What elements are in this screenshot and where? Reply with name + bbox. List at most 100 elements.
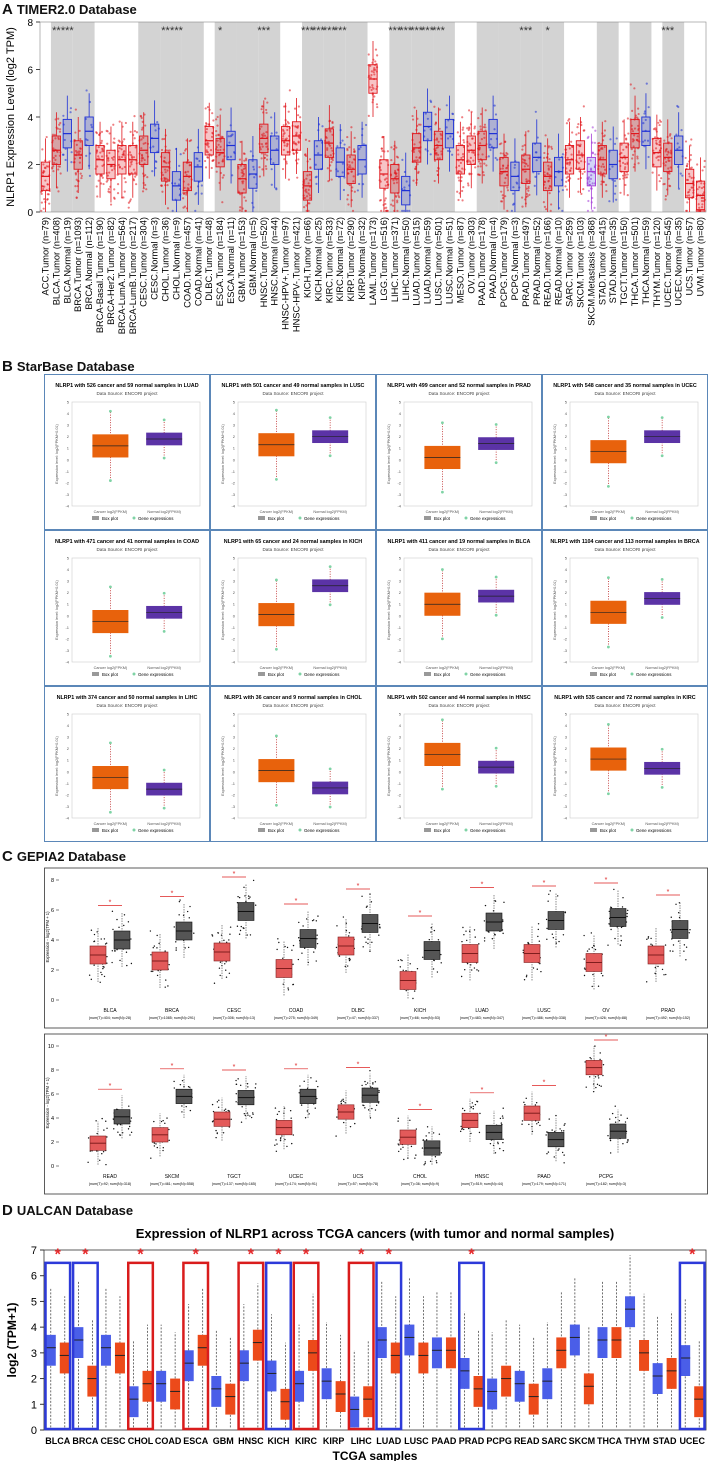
timer-sig-mark: **: [161, 25, 170, 37]
timer-point: [349, 166, 352, 169]
gepia-point: [150, 1157, 152, 1159]
starbase-ytick-label: 1: [399, 446, 402, 451]
starbase-panel-title: NLRP1 with 535 cancer and 72 normal samp…: [554, 695, 696, 701]
starbase-outlier: [494, 423, 498, 426]
gepia-point: [246, 1112, 249, 1114]
timer-point: [440, 150, 443, 153]
timer-point: [534, 175, 537, 178]
timer-x-label: LGG.Tumor (n=516): [379, 217, 389, 301]
gepia-point: [466, 962, 469, 965]
starbase-ytick-label: 5: [67, 400, 70, 405]
timer-point: [594, 129, 597, 132]
starbase-ytick-label: 3: [233, 423, 236, 428]
gepia-point: [494, 900, 497, 902]
gepia-point: [424, 1162, 426, 1165]
starbase-ytick-label: 3: [399, 579, 402, 584]
gepia-point: [175, 949, 177, 951]
timer-point: [221, 201, 224, 204]
timer-x-label: COAD.Tumor (n=457): [182, 217, 192, 308]
gepia-point: [224, 1108, 227, 1110]
gepia-point: [626, 915, 628, 918]
gepia-point: [465, 930, 467, 932]
timer-point: [243, 164, 246, 168]
gepia-point: [540, 970, 542, 973]
gepia-point: [402, 969, 404, 972]
timer-point: [286, 151, 289, 154]
gepia-point: [685, 946, 688, 948]
starbase-legend-swatch: [590, 828, 597, 832]
timer-point: [99, 151, 102, 154]
ualcan-box: [431, 1337, 442, 1369]
timer-point: [433, 179, 436, 183]
starbase-ytick-label: 2: [67, 434, 70, 439]
timer-point: [264, 97, 267, 100]
timer-point: [663, 182, 666, 186]
timer-point: [78, 161, 82, 164]
timer-point: [483, 162, 486, 165]
gepia-point: [484, 904, 487, 907]
gepia-point: [426, 1126, 429, 1128]
timer-point: [132, 179, 136, 182]
starbase-ytick-label: 0: [565, 613, 568, 618]
timer-point: [252, 165, 255, 169]
timer-point: [204, 166, 208, 169]
starbase-ytick-label: 2: [399, 590, 402, 595]
gepia-point: [489, 1142, 492, 1145]
gepia-point: [525, 975, 528, 978]
gepia-ytick-label: 10: [48, 1044, 54, 1050]
gepia-point: [555, 1114, 557, 1117]
gepia-point: [560, 1130, 563, 1132]
timer-point: [565, 180, 568, 183]
gepia-point: [483, 937, 486, 939]
starbase-ytick-label: 2: [67, 590, 70, 595]
timer-point: [546, 173, 549, 176]
timer-point: [695, 209, 698, 212]
gepia-point: [217, 932, 219, 934]
timer-point: [701, 209, 704, 212]
timer-point: [581, 172, 584, 175]
timer-sig-mark: ***: [519, 25, 533, 37]
gepia-point: [189, 1086, 191, 1089]
timer-point: [391, 199, 394, 202]
gepia-point: [279, 1139, 282, 1142]
gepia-n-label: (num(T)=66; num(N)=53): [400, 1016, 440, 1020]
gepia-point: [592, 1090, 595, 1093]
ualcan-box: [100, 1334, 111, 1366]
gepia-point: [583, 934, 585, 937]
timer-point: [166, 184, 169, 187]
gepia-point: [314, 1107, 316, 1109]
timer-point: [385, 206, 388, 209]
timer-point: [249, 150, 252, 153]
timer-point: [283, 131, 286, 135]
starbase-outlier: [494, 461, 498, 465]
gepia-point: [367, 1109, 370, 1111]
gepia-point: [460, 1125, 462, 1128]
gepia-point: [305, 918, 308, 920]
starbase-plot-area: [237, 401, 367, 507]
gepia-point: [289, 1110, 292, 1112]
gepia-point: [589, 1076, 591, 1078]
gepia-point: [119, 1134, 121, 1136]
timer-point: [206, 141, 209, 144]
gepia-point: [594, 1045, 596, 1047]
starbase-ytick-label: -3: [563, 804, 567, 809]
gepia-x-label: UCS: [353, 1174, 364, 1180]
timer-point: [451, 153, 454, 156]
starbase-outlier: [275, 408, 278, 412]
gepia-point: [152, 946, 154, 949]
timer-point: [385, 177, 388, 180]
ualcan-highlight-box: [182, 1261, 210, 1431]
starbase-plot-area: [569, 713, 699, 819]
gepia-point: [619, 944, 622, 946]
starbase-xcat: Cancer log2(FPKM): [260, 822, 294, 826]
gepia-point: [235, 1079, 237, 1082]
timer-x-label: ESCA.Tumor (n=184): [215, 217, 225, 306]
starbase-xcat: Normal log2(FPKM): [147, 510, 181, 514]
timer-point: [589, 167, 593, 170]
starbase-source: Data Source: ENCORI project: [96, 391, 158, 396]
timer-point: [295, 131, 298, 134]
timer-point: [253, 176, 256, 179]
timer-point: [328, 129, 331, 132]
starbase-ytick-label: 5: [565, 556, 568, 561]
gepia-point: [316, 938, 318, 940]
